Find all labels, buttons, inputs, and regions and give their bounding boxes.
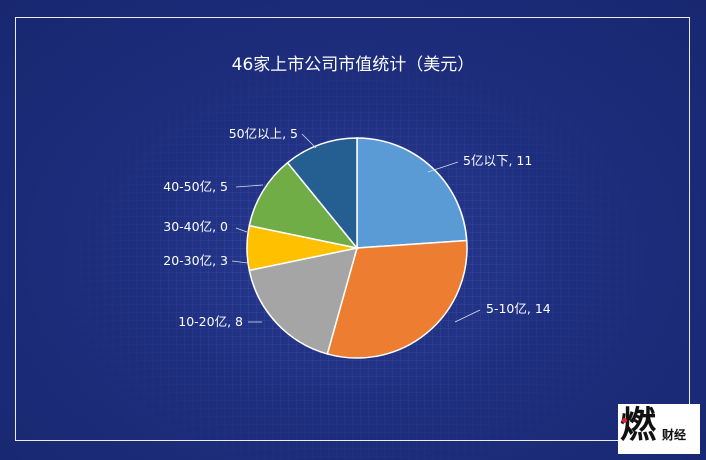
logo-mark: 燃 bbox=[620, 405, 657, 446]
pie-slice-2 bbox=[326, 239, 468, 359]
pie-slice-3 bbox=[248, 247, 359, 355]
chart-frame bbox=[15, 17, 690, 441]
pie-slice-1 bbox=[356, 137, 468, 249]
logo-text: 财经 bbox=[662, 428, 687, 442]
data-label-7: 50亿以上, 5 bbox=[229, 126, 298, 141]
leader-lines bbox=[231, 133, 481, 323]
logo-dot bbox=[622, 418, 627, 423]
data-labels: 5亿以下, 11 5-10亿, 14 10-20亿, 8 20-30亿, 3 30-40… bbox=[163, 126, 551, 329]
data-label-3: 10-20亿, 8 bbox=[178, 314, 243, 329]
watermark-logo: 燃 财经 bbox=[618, 404, 700, 454]
chart-title: 46家上市公司市值统计（美元） bbox=[232, 55, 475, 75]
data-label-2: 5-10亿, 14 bbox=[486, 301, 551, 316]
pie-slices bbox=[246, 137, 468, 359]
leader-line-2 bbox=[454, 309, 481, 323]
data-label-6: 40-50亿, 5 bbox=[163, 179, 228, 194]
pie-slice-7 bbox=[286, 137, 358, 251]
leader-line-4 bbox=[231, 260, 249, 264]
leader-line-1 bbox=[427, 161, 459, 173]
pie-slice-6 bbox=[248, 161, 359, 250]
leader-line-6 bbox=[235, 184, 264, 188]
data-label-5: 30-40亿, 0 bbox=[163, 219, 228, 234]
leader-line-5 bbox=[235, 227, 248, 233]
data-label-1: 5亿以下, 11 bbox=[463, 153, 532, 168]
leader-line-7 bbox=[301, 133, 317, 149]
data-label-4: 20-30亿, 3 bbox=[163, 253, 228, 268]
